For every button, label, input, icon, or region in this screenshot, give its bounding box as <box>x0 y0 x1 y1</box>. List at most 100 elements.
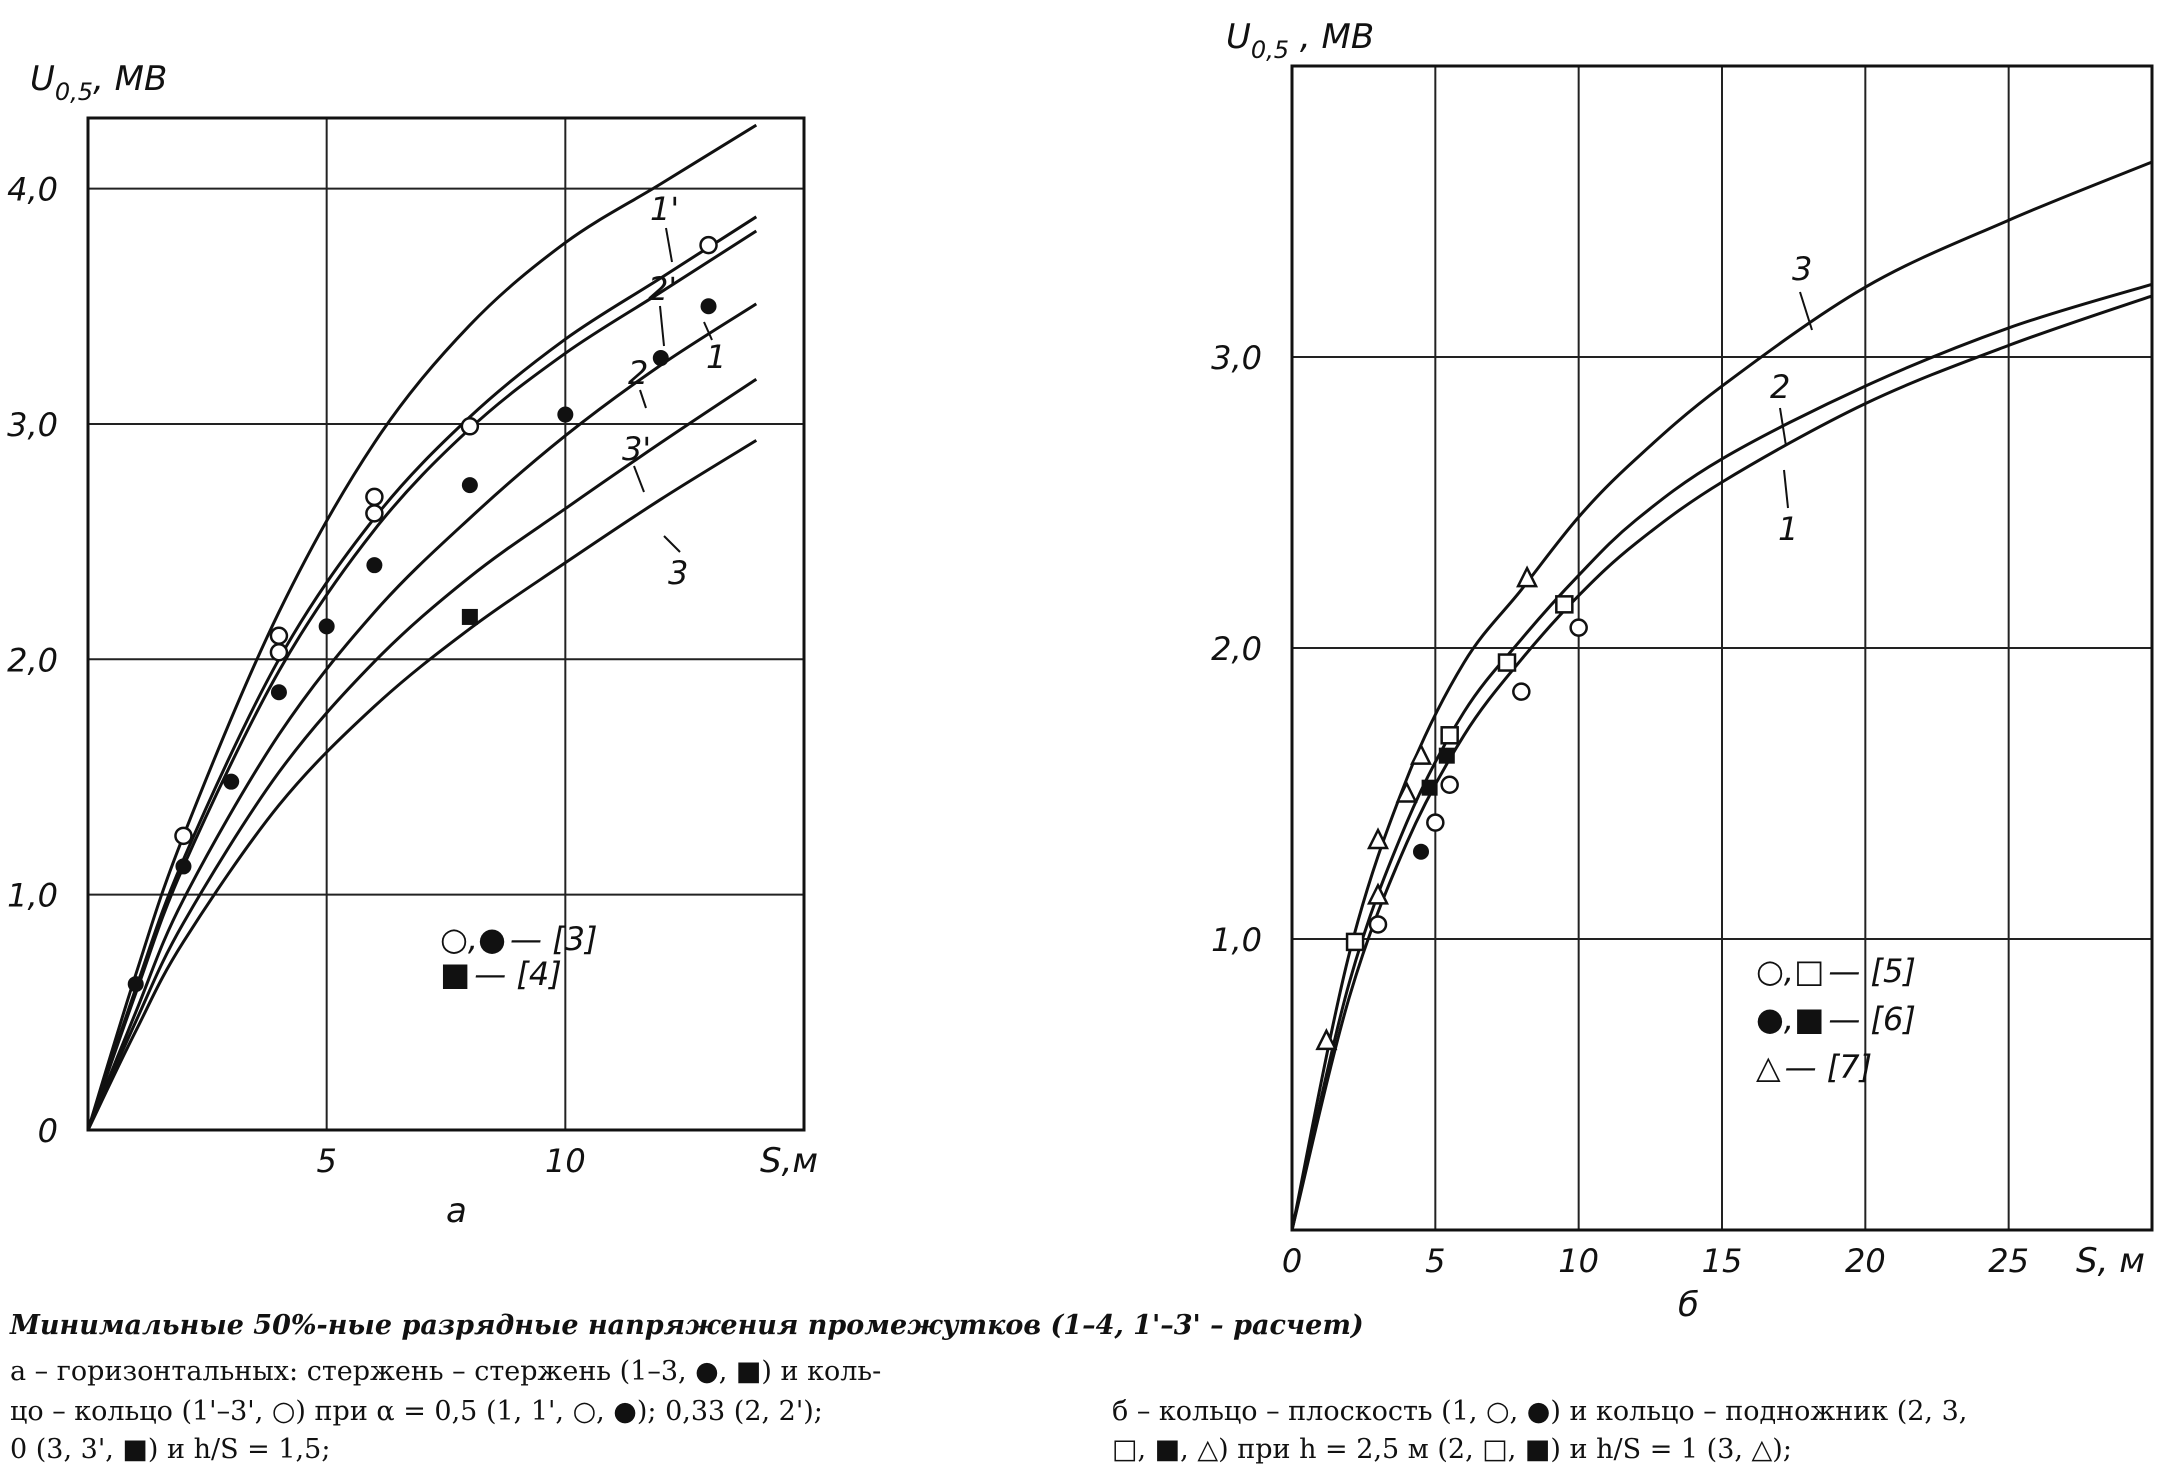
caption-a-line: а – горизонтальных: стержень – стержень … <box>10 1356 882 1387</box>
data-point-open-square <box>1497 653 1517 672</box>
caption-a-line: 0 (3, 3', ■) и h/S = 1,5; <box>10 1434 331 1465</box>
data-point-filled-circle <box>557 406 574 423</box>
leader-line <box>665 227 673 263</box>
data-point-filled-square <box>1421 779 1438 796</box>
y-axis-label: U0,5, МВ <box>30 59 167 106</box>
data-point-open-circle <box>699 235 718 255</box>
x-tick-label: 10 <box>1558 1242 1599 1280</box>
curve-label: 2' <box>648 270 677 308</box>
leader-line <box>633 465 645 493</box>
series-group <box>1290 160 2153 1231</box>
curve-label: 3 <box>668 554 688 592</box>
y-tick-label: 3,0 <box>1211 339 1262 377</box>
data-point-filled-circle <box>1413 843 1429 860</box>
x-tick-label: 25 <box>1988 1242 2029 1280</box>
series-line-3 <box>1290 160 2153 1231</box>
data-point-open-circle <box>174 826 193 846</box>
y-tick-label: 1,0 <box>1211 921 1262 959</box>
data-point-filled-circle <box>318 618 335 635</box>
data-point-open-triangle <box>1516 565 1539 588</box>
caption-a-line: цо – кольцо (1'–3', ○) при α = 0,5 (1, 1… <box>10 1396 823 1427</box>
x-axis-label: S,м <box>760 1141 818 1181</box>
series-line-1 <box>86 229 758 1131</box>
leader-line <box>1783 469 1789 509</box>
x-tick-label: 15 <box>1702 1242 1743 1280</box>
data-point-filled-square <box>461 608 478 625</box>
data-point-filled-circle <box>270 684 287 701</box>
y-tick-label: 2,0 <box>1211 630 1262 668</box>
data-point-open-circle <box>1569 618 1588 637</box>
curve-label: 1 <box>706 338 726 376</box>
data-point-filled-circle <box>127 976 144 993</box>
curve-label: 1 <box>1778 510 1798 548</box>
x-tick-label: 5 <box>316 1142 336 1180</box>
plot-frame <box>1290 64 2154 1232</box>
caption-b-line: □, ■, △) при h = 2,5 м (2, □, ■) и h/S =… <box>1112 1434 1792 1465</box>
data-point-open-triangle <box>1315 1028 1338 1051</box>
data-point-open-square <box>1555 595 1574 614</box>
x-tick-label: 10 <box>545 1142 586 1180</box>
series-line-2prime <box>86 215 758 1131</box>
data-point-open-square <box>1345 932 1365 952</box>
series-group <box>86 123 758 1131</box>
legend: ○,● — [3] ■ — [4] <box>440 920 598 993</box>
data-point-filled-circle <box>175 858 192 875</box>
data-point-open-square <box>1440 726 1459 745</box>
data-point-open-circle <box>269 626 289 646</box>
data-point-filled-circle <box>461 477 478 494</box>
panel-label: б <box>1678 1285 1699 1325</box>
data-point-filled-circle <box>223 773 240 790</box>
x-tick-label: 20 <box>1845 1242 1886 1280</box>
data-point-open-triangle <box>1366 827 1390 850</box>
legend-entry: ○,● — [3] <box>440 920 598 958</box>
plot-frame <box>86 116 806 1132</box>
data-point-open-triangle <box>1395 780 1418 803</box>
grid <box>1292 66 2152 1230</box>
caption-title: Минимальные 50%-ные разрядные напряжения… <box>10 1310 1364 1341</box>
curve-label: 2 <box>1770 368 1790 406</box>
marker-group <box>1315 565 1588 1051</box>
data-point-filled-circle <box>652 350 669 367</box>
leader-line <box>1779 407 1787 447</box>
chart-panel-b: 0 5 10 15 20 25 1,0 2,0 3,0 U0,5 , МВ S, м б ○,□… <box>1211 17 2154 1325</box>
chart-panel-a: 5 10 0 1,0 2,0 3,0 4,0 U0,5, МВ S,м а ○,● — [3]… <box>7 59 818 1231</box>
curve-label: 3' <box>622 430 651 468</box>
y-tick-label: 4,0 <box>7 171 58 209</box>
data-point-filled-square <box>1438 747 1455 764</box>
series-line-1prime <box>86 123 758 1131</box>
data-point-open-circle <box>1440 775 1459 795</box>
legend: ○,□ — [5] ●,■ — [6] △ — [7] <box>1756 952 1916 1086</box>
leader-line <box>639 389 647 409</box>
series-line-2 <box>1290 282 2153 1231</box>
leader-line <box>663 535 681 553</box>
series-line-3 <box>86 439 758 1131</box>
tick-labels: 0 5 10 15 20 25 1,0 2,0 3,0 <box>1211 339 2029 1280</box>
panel-label: а <box>446 1191 467 1231</box>
x-axis-label: S, м <box>2076 1241 2145 1281</box>
legend-entry: ●,■ — [6] <box>1756 1000 1916 1038</box>
data-point-open-circle <box>1426 813 1445 832</box>
data-point-open-circle <box>1368 915 1388 934</box>
x-tick-label: 0 <box>1282 1242 1302 1280</box>
data-point-open-circle <box>269 642 289 662</box>
data-point-open-triangle <box>1366 882 1390 905</box>
y-tick-label: 0 <box>38 1112 58 1150</box>
curve-label: 1' <box>650 190 679 228</box>
grid <box>88 118 804 1130</box>
marker-group <box>127 235 718 993</box>
leader-line <box>659 305 665 347</box>
data-point-open-circle <box>365 487 384 507</box>
y-axis-label: U0,5 , МВ <box>1226 17 1374 64</box>
series-line-2 <box>86 302 758 1131</box>
y-tick-label: 1,0 <box>7 877 58 915</box>
data-point-open-triangle <box>1409 742 1433 765</box>
series-line-3prime <box>86 377 758 1131</box>
legend-entry: ○,□ — [5] <box>1756 952 1916 990</box>
tick-labels: 5 10 0 1,0 2,0 3,0 4,0 <box>7 171 586 1180</box>
data-point-open-circle <box>460 417 480 436</box>
curve-labels: 3 2 1 <box>1770 250 1813 548</box>
curve-label: 3 <box>1792 250 1812 288</box>
series-line-1 <box>1290 294 2153 1231</box>
y-tick-label: 3,0 <box>7 406 58 444</box>
